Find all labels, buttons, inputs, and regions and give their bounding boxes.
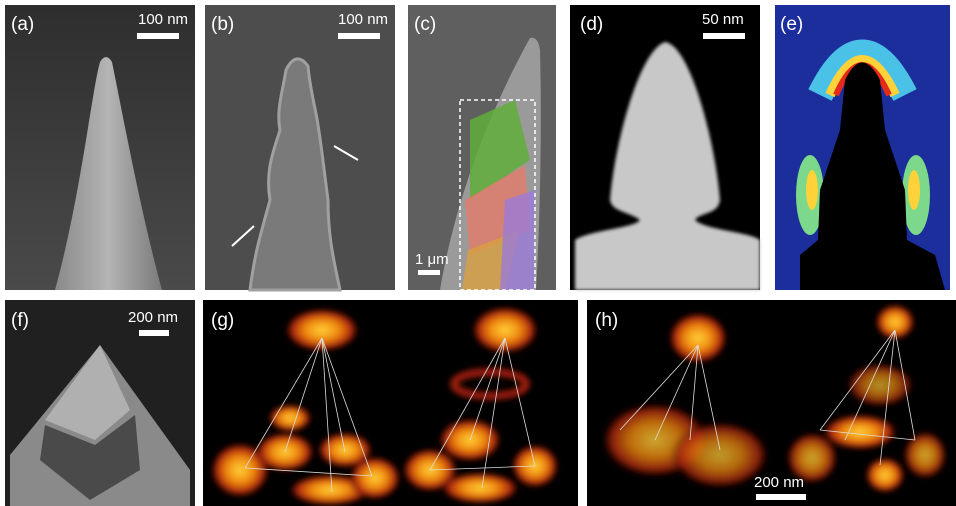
scale-bar-label: 100 nm — [138, 11, 188, 28]
panel-label: (a) — [11, 14, 34, 35]
intensity-blob — [440, 472, 520, 504]
panel-label: (b) — [211, 14, 234, 35]
intensity-blob — [349, 456, 401, 500]
scale-bar-label: 100 nm — [338, 11, 388, 28]
intensity-blob — [875, 304, 915, 340]
panel-label: (d) — [580, 14, 603, 35]
scale-bar — [338, 33, 380, 39]
scale-bar — [418, 270, 440, 275]
figure: (a) 100 nm (b) 100 nm (c) 1 μm (d) 50 nm — [0, 0, 956, 506]
scale-bar-label: 200 nm — [128, 309, 178, 326]
intensity-blob — [284, 308, 360, 352]
panel-a: (a) 100 nm — [5, 5, 195, 290]
intensity-blob — [903, 431, 947, 479]
intensity-blob — [846, 363, 914, 407]
intensity-spot — [908, 170, 920, 210]
panel-b: (b) 100 nm — [205, 5, 395, 290]
grain — [500, 190, 535, 290]
panel-label: (h) — [595, 310, 618, 331]
intensity-spot — [806, 170, 818, 210]
scale-bar — [139, 330, 169, 336]
scale-bar-label: 200 nm — [754, 474, 804, 491]
panel-label: (f) — [11, 310, 29, 331]
panel-c: (c) 1 μm — [408, 5, 556, 290]
intensity-blob — [471, 306, 539, 354]
scale-bar — [703, 33, 745, 39]
panel-d: (d) 50 nm — [570, 5, 760, 290]
panel-label: (c) — [414, 14, 436, 35]
scale-bar — [756, 494, 806, 500]
panel-label: (g) — [211, 310, 234, 331]
intensity-blob — [668, 312, 728, 364]
panel-g: (g) — [203, 300, 578, 506]
scale-bar-label: 50 nm — [702, 11, 744, 28]
scale-bar — [137, 33, 179, 39]
intensity-blob — [865, 457, 905, 493]
panel-e: (e) — [775, 5, 950, 290]
panel-h: (h) 200 nm — [587, 300, 956, 506]
scale-bar-label: 1 μm — [415, 251, 449, 268]
panel-f: (f) 200 nm — [5, 300, 195, 506]
panel-label: (e) — [780, 14, 803, 35]
